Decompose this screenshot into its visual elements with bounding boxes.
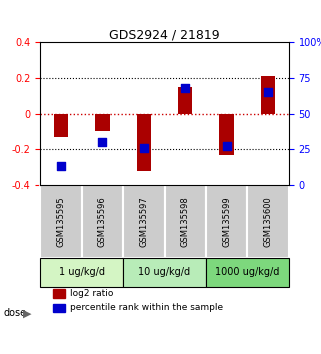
FancyBboxPatch shape (206, 258, 289, 287)
FancyBboxPatch shape (40, 258, 123, 287)
Text: GSM135595: GSM135595 (56, 196, 65, 247)
Bar (136, 114, 151, 171)
Point (224, 144, 229, 149)
Bar (53, 290, 65, 298)
Title: GDS2924 / 21819: GDS2924 / 21819 (109, 28, 220, 41)
Text: 1000 ug/kg/d: 1000 ug/kg/d (215, 267, 280, 277)
Point (141, 145, 146, 151)
Text: 10 ug/kg/d: 10 ug/kg/d (138, 267, 191, 277)
Bar (53, 304, 65, 312)
FancyBboxPatch shape (123, 258, 206, 287)
Bar (178, 87, 193, 114)
Text: log2 ratio: log2 ratio (70, 289, 113, 298)
Point (100, 139, 105, 145)
Point (265, 90, 271, 95)
Text: GSM135599: GSM135599 (222, 196, 231, 247)
Bar (54, 114, 68, 137)
Text: GSM135598: GSM135598 (181, 196, 190, 247)
Text: percentile rank within the sample: percentile rank within the sample (70, 303, 223, 313)
FancyBboxPatch shape (82, 185, 123, 258)
Text: dose: dose (3, 308, 26, 318)
Bar (220, 114, 234, 155)
Point (183, 85, 188, 91)
FancyBboxPatch shape (165, 185, 206, 258)
Text: GSM135600: GSM135600 (264, 196, 273, 247)
FancyBboxPatch shape (206, 185, 247, 258)
FancyBboxPatch shape (247, 185, 289, 258)
Text: GSM135596: GSM135596 (98, 196, 107, 247)
Bar (95, 114, 109, 131)
Text: ▶: ▶ (22, 308, 31, 318)
FancyBboxPatch shape (40, 185, 82, 258)
Point (58, 164, 64, 169)
Text: GSM135597: GSM135597 (139, 196, 148, 247)
Text: 1 ug/kg/d: 1 ug/kg/d (59, 267, 105, 277)
Bar (261, 76, 275, 114)
FancyBboxPatch shape (123, 185, 165, 258)
